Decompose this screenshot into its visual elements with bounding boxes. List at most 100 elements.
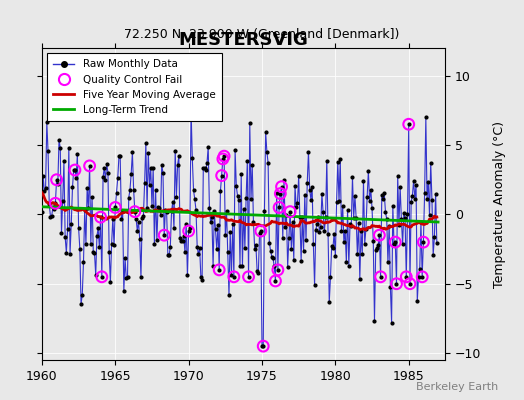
Point: [111, 204, 119, 211]
Point: [396, 184, 405, 191]
Point: [221, 232, 230, 238]
Point: [308, 184, 316, 190]
Point: [220, 153, 228, 159]
Point: [184, 228, 193, 234]
Point: [81, 207, 89, 214]
Point: [236, 262, 244, 269]
Point: [376, 274, 385, 280]
Point: [95, 244, 104, 250]
Point: [63, 226, 72, 232]
Point: [427, 160, 435, 166]
Point: [275, 204, 283, 211]
Point: [193, 244, 201, 250]
Point: [248, 162, 256, 168]
Point: [318, 191, 326, 198]
Point: [46, 214, 54, 220]
Point: [282, 212, 291, 218]
Point: [392, 280, 401, 287]
Point: [389, 203, 397, 209]
Point: [261, 129, 270, 135]
Point: [51, 200, 60, 206]
Point: [391, 239, 399, 245]
Point: [163, 252, 172, 258]
Point: [158, 162, 166, 168]
Point: [115, 153, 123, 160]
Point: [103, 161, 111, 167]
Point: [271, 278, 280, 284]
Point: [324, 231, 332, 237]
Point: [242, 195, 250, 201]
Point: [412, 181, 420, 188]
Point: [254, 270, 263, 276]
Point: [126, 187, 134, 193]
Point: [259, 343, 267, 349]
Point: [55, 137, 63, 143]
Point: [402, 274, 410, 280]
Point: [406, 280, 414, 287]
Point: [264, 160, 272, 166]
Point: [383, 216, 391, 222]
Point: [155, 205, 163, 211]
Point: [108, 215, 117, 222]
Point: [384, 259, 392, 266]
Point: [219, 156, 227, 162]
Point: [319, 209, 328, 216]
Point: [422, 114, 430, 120]
Point: [210, 208, 219, 215]
Point: [313, 220, 321, 227]
Point: [271, 278, 280, 284]
Point: [105, 249, 113, 255]
Point: [332, 198, 341, 205]
Title: MESTERSVIG: MESTERSVIG: [179, 31, 309, 49]
Point: [86, 241, 95, 247]
Point: [123, 274, 132, 280]
Point: [196, 274, 205, 280]
Point: [303, 180, 311, 186]
Point: [337, 228, 346, 234]
Point: [258, 343, 266, 349]
Point: [38, 209, 46, 216]
Point: [220, 153, 228, 159]
Point: [280, 177, 288, 183]
Point: [64, 144, 73, 151]
Point: [125, 194, 133, 201]
Point: [400, 210, 408, 216]
Point: [203, 160, 211, 166]
Point: [414, 274, 423, 280]
Point: [41, 184, 50, 191]
Point: [71, 167, 79, 173]
Point: [192, 206, 200, 213]
Point: [420, 190, 429, 196]
Point: [285, 234, 293, 241]
Point: [117, 216, 126, 222]
Point: [160, 232, 168, 238]
Point: [315, 229, 324, 236]
Point: [162, 209, 171, 216]
Point: [336, 156, 344, 163]
Point: [39, 173, 47, 180]
Point: [97, 274, 106, 280]
Point: [222, 208, 231, 214]
Point: [130, 208, 139, 215]
Point: [127, 170, 135, 177]
Point: [97, 274, 106, 280]
Point: [101, 176, 110, 183]
Point: [73, 150, 82, 157]
Point: [68, 184, 77, 190]
Point: [224, 249, 232, 256]
Y-axis label: Temperature Anomaly (°C): Temperature Anomaly (°C): [493, 120, 506, 288]
Point: [195, 245, 204, 251]
Point: [188, 155, 196, 162]
Point: [433, 240, 441, 246]
Point: [347, 222, 355, 229]
Point: [189, 187, 198, 194]
Point: [335, 198, 343, 204]
Point: [209, 263, 217, 270]
Point: [270, 263, 278, 269]
Point: [292, 204, 300, 211]
Point: [160, 232, 168, 238]
Point: [247, 196, 255, 202]
Point: [177, 237, 185, 244]
Point: [291, 183, 299, 189]
Point: [52, 176, 61, 183]
